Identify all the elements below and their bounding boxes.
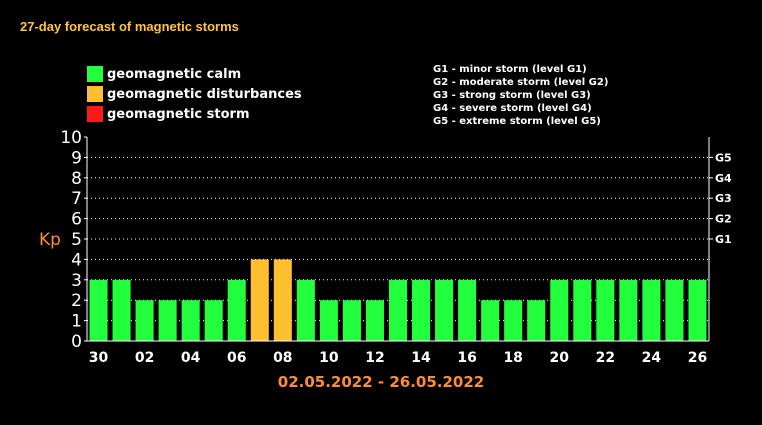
legend-label-disturbances: geomagnetic disturbances — [107, 86, 302, 102]
storm-level-g3: G3 - strong storm (level G3) — [433, 90, 591, 101]
bar-18 — [504, 300, 523, 341]
bar-16 — [458, 279, 477, 341]
bar-11 — [342, 300, 361, 341]
x-tick-label: 20 — [550, 350, 570, 366]
chart-title: 27-day forecast of magnetic storms — [20, 19, 239, 34]
legend-swatch-calm — [87, 66, 103, 82]
right-tick-label-g3: G3 — [715, 192, 732, 205]
x-tick-label: 12 — [365, 350, 384, 366]
bar-17 — [481, 300, 500, 341]
bar-23 — [619, 279, 638, 341]
bar-05 — [204, 300, 223, 341]
x-tick-label: 18 — [503, 350, 522, 366]
right-tick-label-g4: G4 — [715, 172, 732, 185]
legend-item-storm: geomagnetic storm — [87, 104, 302, 124]
legend-swatch-disturbances — [87, 86, 103, 102]
x-tick-label: 14 — [411, 350, 431, 366]
bar-25 — [665, 279, 684, 341]
x-tick-label: 08 — [273, 350, 292, 366]
right-tick-label-g2: G2 — [715, 213, 732, 226]
storm-level-legend: G1 - minor storm (level G1) G2 - moderat… — [433, 63, 608, 128]
x-tick-label: 24 — [642, 350, 662, 366]
legend-item-disturbances: geomagnetic disturbances — [87, 84, 302, 104]
bar-30 — [89, 279, 108, 341]
y-tick-label: 10 — [60, 128, 82, 148]
date-range: 02.05.2022 - 26.05.2022 — [278, 373, 484, 391]
bar-07 — [250, 259, 269, 341]
x-tick-label: 16 — [457, 350, 476, 366]
x-tick-label: 06 — [227, 350, 246, 366]
storm-level-g4: G4 - severe storm (level G4) — [433, 103, 592, 114]
bar-22 — [596, 279, 615, 341]
legend: geomagnetic calm geomagnetic disturbance… — [87, 64, 302, 124]
bar-19 — [527, 300, 546, 341]
storm-level-g5: G5 - extreme storm (level G5) — [433, 116, 601, 127]
y-tick-label: 3 — [71, 271, 82, 291]
legend-label-storm: geomagnetic storm — [107, 106, 250, 122]
bar-24 — [642, 279, 661, 341]
x-tick-label: 04 — [181, 350, 201, 366]
y-tick-label: 7 — [71, 189, 82, 209]
bar-08 — [273, 259, 292, 341]
y-tick-label: 4 — [71, 250, 82, 270]
bar-15 — [435, 279, 454, 341]
bar-04 — [181, 300, 200, 341]
bar-20 — [550, 279, 569, 341]
bar-12 — [365, 300, 384, 341]
y-tick-label: 9 — [71, 148, 82, 168]
bar-10 — [319, 300, 338, 341]
bar-26 — [688, 279, 707, 341]
legend-item-calm: geomagnetic calm — [87, 64, 302, 84]
y-axis-label: Kp — [39, 230, 61, 250]
bar-09 — [296, 279, 315, 341]
y-tick-label: 2 — [71, 291, 82, 311]
x-tick-label: 22 — [596, 350, 615, 366]
x-tick-label: 30 — [89, 350, 109, 366]
bar-02 — [135, 300, 154, 341]
y-tick-label: 1 — [71, 312, 82, 332]
x-tick-label: 26 — [688, 350, 707, 366]
right-tick-label-g5: G5 — [715, 151, 732, 164]
bar-13 — [388, 279, 408, 341]
right-tick-label-g1: G1 — [715, 233, 732, 246]
storm-level-g2: G2 - moderate storm (level G2) — [433, 77, 609, 88]
bar-14 — [412, 279, 431, 341]
bar-01 — [112, 279, 131, 341]
x-tick-label: 10 — [319, 350, 339, 366]
y-tick-label: 5 — [71, 230, 82, 250]
bar-21 — [573, 279, 592, 341]
y-tick-label: 0 — [71, 332, 82, 352]
x-tick-label: 02 — [135, 350, 154, 366]
y-tick-label: 6 — [71, 210, 82, 230]
legend-swatch-storm — [87, 106, 103, 122]
bar-03 — [158, 300, 177, 341]
y-tick-label: 8 — [71, 169, 82, 189]
legend-label-calm: geomagnetic calm — [107, 66, 242, 82]
storm-level-g1: G1 - minor storm (level G1) — [433, 64, 587, 75]
bar-06 — [227, 279, 246, 341]
